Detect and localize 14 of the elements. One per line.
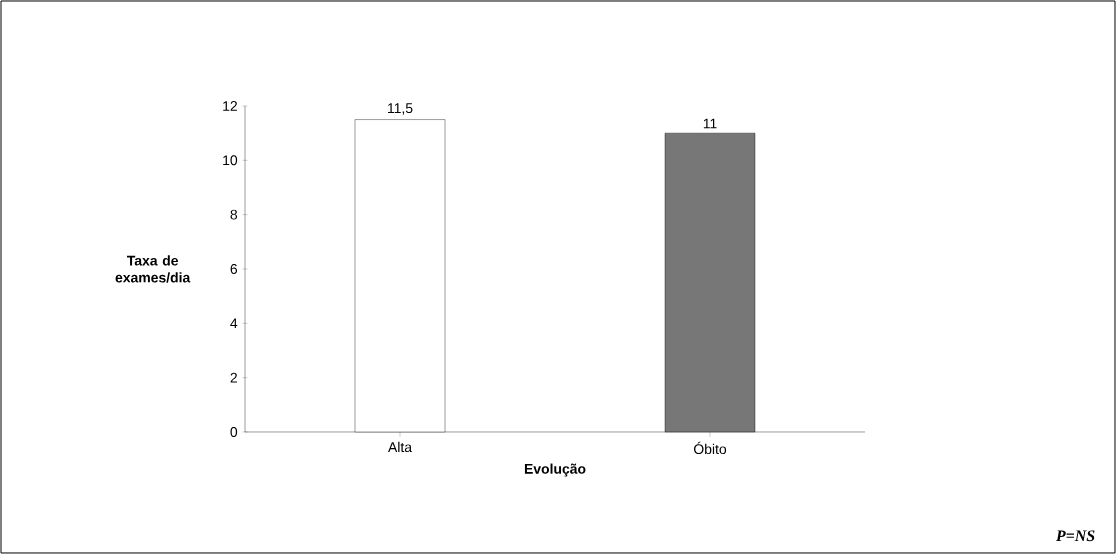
y-tick-label: 4: [230, 318, 238, 329]
y-tick-label: 6: [230, 264, 238, 274]
y-tick-label: 10: [223, 155, 238, 166]
text: P=NS: [1055, 530, 1095, 542]
y-tick-label: 12: [223, 101, 237, 111]
x-tick-label: Óbito: [694, 441, 727, 455]
y-tick-label: 0: [230, 427, 238, 437]
y-tick-label: 8: [230, 209, 238, 220]
data-label: 11: [703, 118, 717, 129]
data-label: 11,5: [388, 103, 413, 115]
y-axis-title: Taxa de exames/dia: [115, 255, 191, 283]
x-axis-title: Evolução: [524, 463, 586, 477]
y-tick-label: 2: [230, 372, 237, 383]
x-tick-label: Alta: [388, 441, 413, 453]
